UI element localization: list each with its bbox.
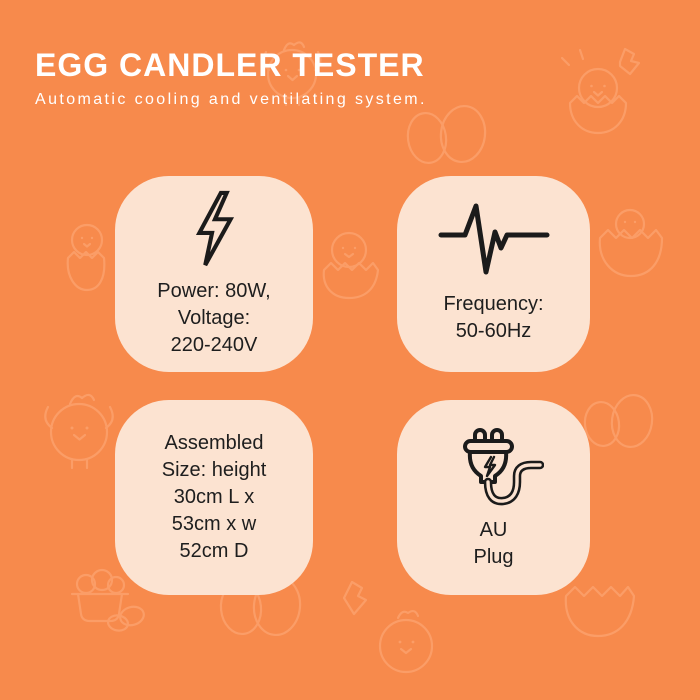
card-text-line: Plug xyxy=(473,545,514,568)
chick-in-shell-icon xyxy=(66,223,106,292)
card-text-line: Voltage: xyxy=(177,306,251,329)
spec-card-grid: Power: 80W, Voltage: 220-240V Frequency:… xyxy=(115,176,590,595)
eggs-icon xyxy=(583,394,654,448)
egg-basket-icon xyxy=(70,568,145,632)
pulse-wave-icon xyxy=(438,203,549,275)
card-text-line: Power: 80W, xyxy=(157,279,271,302)
power-plug-icon xyxy=(462,427,544,505)
card-text-line: 50-60Hz xyxy=(455,320,532,342)
hatching-chick-icon xyxy=(560,47,641,135)
card-text-line: 220-240V xyxy=(170,333,258,356)
chick-in-shell-icon xyxy=(322,231,380,300)
page-subtitle: Automatic cooling and ventilating system… xyxy=(35,91,427,109)
page-title: EGG CANDLER TESTER xyxy=(35,47,425,83)
card-text-line: AU xyxy=(479,518,508,541)
card-plug: AU Plug xyxy=(397,400,590,595)
card-frequency: Frequency: 50-60Hz xyxy=(397,176,590,372)
card-text-line: 30cm L x xyxy=(173,486,255,508)
eggs-icon xyxy=(406,104,487,164)
card-size: Assembled Size: height 30cm L x 53cm x w… xyxy=(115,400,313,595)
hatched-egg-icon xyxy=(598,208,664,278)
card-text-line: Assembled xyxy=(164,432,264,454)
header: EGG CANDLER TESTER Automatic cooling and… xyxy=(35,47,427,109)
chick-icon xyxy=(262,41,322,107)
card-text-line: 52cm D xyxy=(179,540,249,562)
card-text-line: Frequency: xyxy=(443,293,544,315)
shell-piece-icon xyxy=(342,580,368,616)
card-power: Power: 80W, Voltage: 220-240V xyxy=(115,176,313,372)
chick-icon xyxy=(44,393,114,470)
lightning-bolt-icon xyxy=(195,190,235,266)
cracked-shell-icon xyxy=(564,585,636,638)
card-text-line: 53cm x w xyxy=(171,513,257,535)
card-text-line: Size: height xyxy=(161,459,267,481)
chick-icon xyxy=(378,609,434,674)
